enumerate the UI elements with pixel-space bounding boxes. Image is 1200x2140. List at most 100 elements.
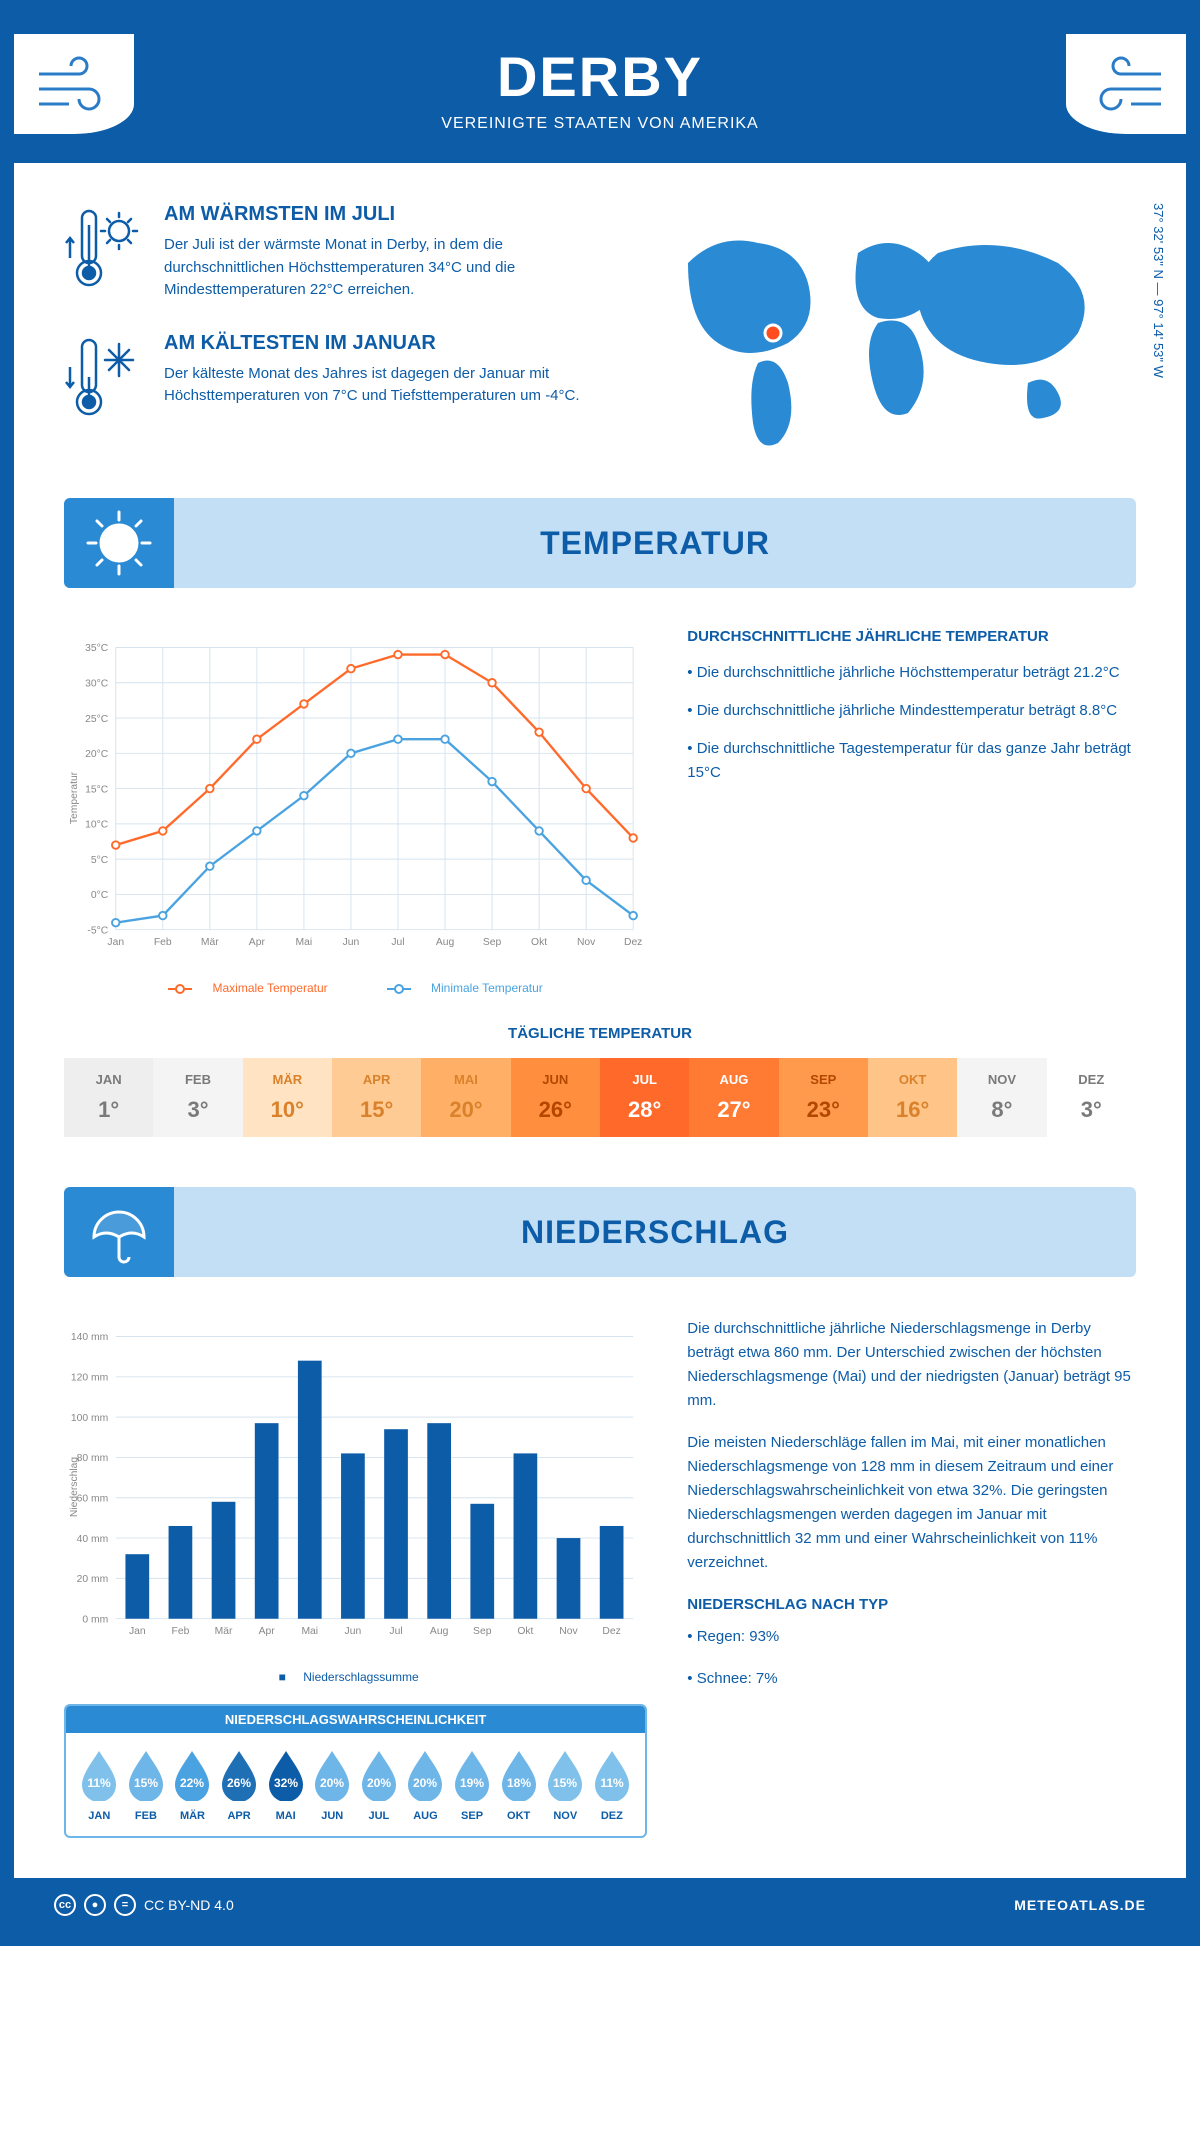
svg-text:Nov: Nov [559, 1626, 578, 1637]
svg-text:Feb: Feb [154, 937, 172, 948]
svg-text:20%: 20% [413, 1776, 437, 1790]
daily-temp-cell: JUN26° [511, 1058, 600, 1137]
prob-drop: 11% DEZ [591, 1747, 633, 1822]
svg-text:19%: 19% [460, 1776, 484, 1790]
coldest-fact: AM KÄLTESTEN IM JANUAR Der kälteste Mona… [64, 332, 580, 422]
svg-text:15%: 15% [134, 1776, 158, 1790]
svg-text:15°C: 15°C [85, 784, 109, 795]
precip-type-line: • Schnee: 7% [687, 1667, 1136, 1691]
daily-temp-cell: JUL28° [600, 1058, 689, 1137]
svg-text:Dez: Dez [602, 1626, 620, 1637]
daily-temp-cell: APR15° [332, 1058, 421, 1137]
daily-temp-cell: MÄR10° [243, 1058, 332, 1137]
temperature-heading: TEMPERATUR [174, 525, 1136, 562]
sun-icon [64, 498, 174, 588]
prob-drop: 22% MÄR [171, 1747, 213, 1822]
prob-drop: 20% JUL [358, 1747, 400, 1822]
prob-drop: 32% MAI [265, 1747, 307, 1822]
daily-temp-cell: JAN1° [64, 1058, 153, 1137]
daily-temp-strip: JAN1°FEB3°MÄR10°APR15°MAI20°JUN26°JUL28°… [64, 1058, 1136, 1137]
daily-temp-title: TÄGLICHE TEMPERATUR [64, 1025, 1136, 1042]
svg-text:Jan: Jan [129, 1626, 146, 1637]
temp-bullet: • Die durchschnittliche jährliche Höchst… [687, 661, 1136, 685]
svg-text:11%: 11% [600, 1776, 624, 1790]
precip-type-title: NIEDERSCHLAG NACH TYP [687, 1593, 1136, 1617]
prob-drop: 15% NOV [544, 1747, 586, 1822]
svg-text:Sep: Sep [483, 937, 502, 948]
svg-text:Okt: Okt [531, 937, 547, 948]
svg-text:Feb: Feb [172, 1626, 190, 1637]
svg-text:Jun: Jun [345, 1626, 362, 1637]
precip-legend: ■ Niederschlagssumme [64, 1670, 647, 1684]
svg-text:22%: 22% [180, 1776, 204, 1790]
prob-title: NIEDERSCHLAGSWAHRSCHEINLICHKEIT [66, 1706, 645, 1733]
temp-bullet: • Die durchschnittliche jährliche Mindes… [687, 699, 1136, 723]
svg-text:26%: 26% [227, 1776, 251, 1790]
nd-icon: = [114, 1894, 136, 1916]
country-subtitle: VEREINIGTE STAATEN VON AMERIKA [14, 115, 1186, 133]
svg-text:Nov: Nov [577, 937, 596, 948]
prob-drop: 11% JAN [78, 1747, 120, 1822]
daily-temp-cell: FEB3° [153, 1058, 242, 1137]
daily-temp-cell: AUG27° [689, 1058, 778, 1137]
wind-icon-right [1066, 34, 1186, 134]
precip-para-2: Die meisten Niederschläge fallen im Mai,… [687, 1431, 1136, 1575]
svg-text:Mai: Mai [296, 937, 313, 948]
warmest-fact: AM WÄRMSTEN IM JULI Der Juli ist der wär… [64, 203, 580, 302]
wind-icon-left [14, 34, 134, 134]
coordinates: 37° 32' 53" N — 97° 14' 53" W [1151, 203, 1166, 378]
svg-text:15%: 15% [553, 1776, 577, 1790]
daily-temp-cell: MAI20° [421, 1058, 510, 1137]
temperature-banner: TEMPERATUR [64, 498, 1136, 588]
cc-icon: cc [54, 1894, 76, 1916]
prob-drop: 19% SEP [451, 1747, 493, 1822]
temperature-summary: DURCHSCHNITTLICHE JÄHRLICHE TEMPERATUR •… [687, 628, 1136, 995]
svg-text:Jan: Jan [107, 937, 124, 948]
prob-drop: 26% APR [218, 1747, 260, 1822]
precip-summary: Die durchschnittliche jährliche Niedersc… [687, 1317, 1136, 1838]
svg-text:Temperatur: Temperatur [69, 771, 80, 824]
site-name: METEOATLAS.DE [1014, 1897, 1146, 1913]
svg-text:10°C: 10°C [85, 820, 109, 831]
warmest-title: AM WÄRMSTEN IM JULI [164, 203, 580, 226]
svg-text:32%: 32% [274, 1776, 298, 1790]
svg-text:Okt: Okt [517, 1626, 533, 1637]
svg-text:20%: 20% [320, 1776, 344, 1790]
svg-text:140 mm: 140 mm [71, 1332, 108, 1343]
coldest-text: Der kälteste Monat des Jahres ist dagege… [164, 363, 580, 408]
svg-text:20°C: 20°C [85, 749, 109, 760]
license-text: CC BY-ND 4.0 [144, 1897, 234, 1913]
by-icon: ● [84, 1894, 106, 1916]
thermometer-hot-icon [64, 203, 144, 293]
svg-text:20%: 20% [367, 1776, 391, 1790]
svg-text:100 mm: 100 mm [71, 1413, 108, 1424]
svg-text:40 mm: 40 mm [77, 1534, 109, 1545]
svg-text:0°C: 0°C [91, 890, 109, 901]
footer: cc ● = CC BY-ND 4.0 METEOATLAS.DE [14, 1878, 1186, 1932]
prob-drop: 20% AUG [404, 1747, 446, 1822]
precip-probability: NIEDERSCHLAGSWAHRSCHEINLICHKEIT 11% JAN … [64, 1704, 647, 1838]
svg-text:30°C: 30°C [85, 679, 109, 690]
precip-heading: NIEDERSCHLAG [174, 1214, 1136, 1251]
prob-drop: 18% OKT [498, 1747, 540, 1822]
city-title: DERBY [14, 44, 1186, 109]
daily-temp-cell: NOV8° [957, 1058, 1046, 1137]
svg-text:Apr: Apr [249, 937, 266, 948]
svg-text:120 mm: 120 mm [71, 1373, 108, 1384]
prob-drop: 15% FEB [125, 1747, 167, 1822]
precip-banner: NIEDERSCHLAG [64, 1187, 1136, 1277]
coldest-title: AM KÄLTESTEN IM JANUAR [164, 332, 580, 355]
svg-text:Aug: Aug [436, 937, 455, 948]
svg-text:Jun: Jun [343, 937, 360, 948]
prob-drop: 20% JUN [311, 1747, 353, 1822]
temp-summary-title: DURCHSCHNITTLICHE JÄHRLICHE TEMPERATUR [687, 628, 1136, 645]
svg-text:18%: 18% [507, 1776, 531, 1790]
svg-text:-5°C: -5°C [87, 925, 108, 936]
svg-text:Mär: Mär [215, 1626, 233, 1637]
svg-text:0 mm: 0 mm [82, 1614, 108, 1625]
precip-chart: 0 mm20 mm40 mm60 mm80 mm100 mm120 mm140 … [64, 1317, 647, 1684]
daily-temp-cell: SEP23° [779, 1058, 868, 1137]
svg-text:Dez: Dez [624, 937, 642, 948]
content: AM WÄRMSTEN IM JULI Der Juli ist der wär… [14, 163, 1186, 1878]
temp-bullet: • Die durchschnittliche Tagestemperatur … [687, 737, 1136, 785]
